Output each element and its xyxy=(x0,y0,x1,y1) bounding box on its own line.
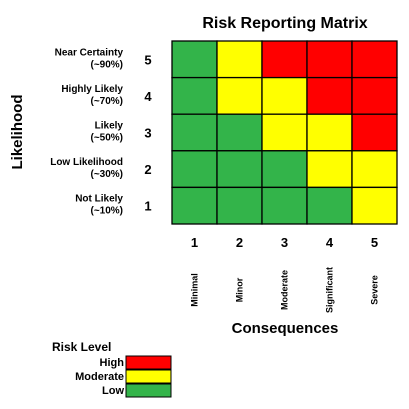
risk-cell xyxy=(351,76,398,115)
consequence-category-label: Significant xyxy=(325,267,335,313)
risk-cell xyxy=(351,113,398,152)
likelihood-label: Likely xyxy=(95,121,124,132)
likelihood-label: Not Likely xyxy=(75,194,123,205)
likelihood-percent-label: (~70%) xyxy=(90,96,123,107)
consequence-tick: 1 xyxy=(191,235,198,250)
legend-swatch xyxy=(125,383,172,398)
risk-cell xyxy=(306,113,353,152)
risk-cell xyxy=(306,150,353,189)
consequence-tick: 3 xyxy=(281,235,288,250)
risk-cell xyxy=(351,186,398,225)
likelihood-tick: 2 xyxy=(144,162,151,177)
likelihood-percent-label: (~10%) xyxy=(90,206,123,217)
likelihood-label: Near Certainty xyxy=(55,47,124,58)
legend-items: High Moderate Low xyxy=(75,355,172,398)
consequence-category-labels: Minimal Minor Moderate Significant Severe xyxy=(190,267,380,313)
legend-label: High xyxy=(100,357,125,369)
risk-cell xyxy=(216,186,263,225)
risk-cell xyxy=(171,113,218,152)
chart-title: Risk Reporting Matrix xyxy=(202,15,367,32)
legend-label: Moderate xyxy=(75,371,124,383)
risk-cell xyxy=(216,150,263,189)
likelihood-percent-label: (~30%) xyxy=(90,169,123,180)
likelihood-tick: 5 xyxy=(144,52,151,67)
y-axis-title: Likelihood xyxy=(9,95,26,170)
risk-cell xyxy=(171,150,218,189)
risk-cell xyxy=(171,40,218,79)
likelihood-percent-label: (~90%) xyxy=(90,59,123,70)
risk-cell xyxy=(261,150,308,189)
legend-title: Risk Level xyxy=(52,340,111,354)
risk-cell xyxy=(216,113,263,152)
risk-cell xyxy=(306,40,353,79)
risk-level-legend: Risk Level High Moderate Low xyxy=(52,340,172,398)
likelihood-tick: 4 xyxy=(144,89,152,104)
consequence-ticks: 1 2 3 4 5 xyxy=(191,235,378,250)
risk-cell xyxy=(306,76,353,115)
legend-swatch xyxy=(125,369,172,384)
risk-cell xyxy=(261,186,308,225)
consequence-category-label: Severe xyxy=(370,275,380,305)
likelihood-tick: 3 xyxy=(144,126,151,141)
consequence-category-label: Minor xyxy=(235,277,245,302)
risk-cell xyxy=(261,76,308,115)
risk-cell xyxy=(261,40,308,79)
likelihood-percent-label: (~50%) xyxy=(90,133,123,144)
legend-swatch xyxy=(125,355,172,370)
consequence-category-label: Minimal xyxy=(190,273,200,307)
x-axis-title: Consequences xyxy=(232,320,339,337)
risk-grid xyxy=(171,40,398,225)
risk-cell xyxy=(351,150,398,189)
consequence-category-label: Moderate xyxy=(280,270,290,310)
risk-cell xyxy=(261,113,308,152)
risk-cell xyxy=(216,76,263,115)
likelihood-labels: Near Certainty(~90%) 5 Highly Likely(~70%)… xyxy=(50,47,152,216)
risk-cell xyxy=(306,186,353,225)
likelihood-label: Low Likelihood xyxy=(50,157,123,168)
likelihood-label: Highly Likely xyxy=(61,84,123,95)
risk-cell xyxy=(171,76,218,115)
risk-cell xyxy=(216,40,263,79)
consequence-tick: 4 xyxy=(326,235,334,250)
likelihood-tick: 1 xyxy=(144,199,151,214)
consequence-tick: 2 xyxy=(236,235,243,250)
consequence-tick: 5 xyxy=(371,235,378,250)
risk-cell xyxy=(171,186,218,225)
legend-label: Low xyxy=(102,385,124,397)
risk-cell xyxy=(351,40,398,79)
